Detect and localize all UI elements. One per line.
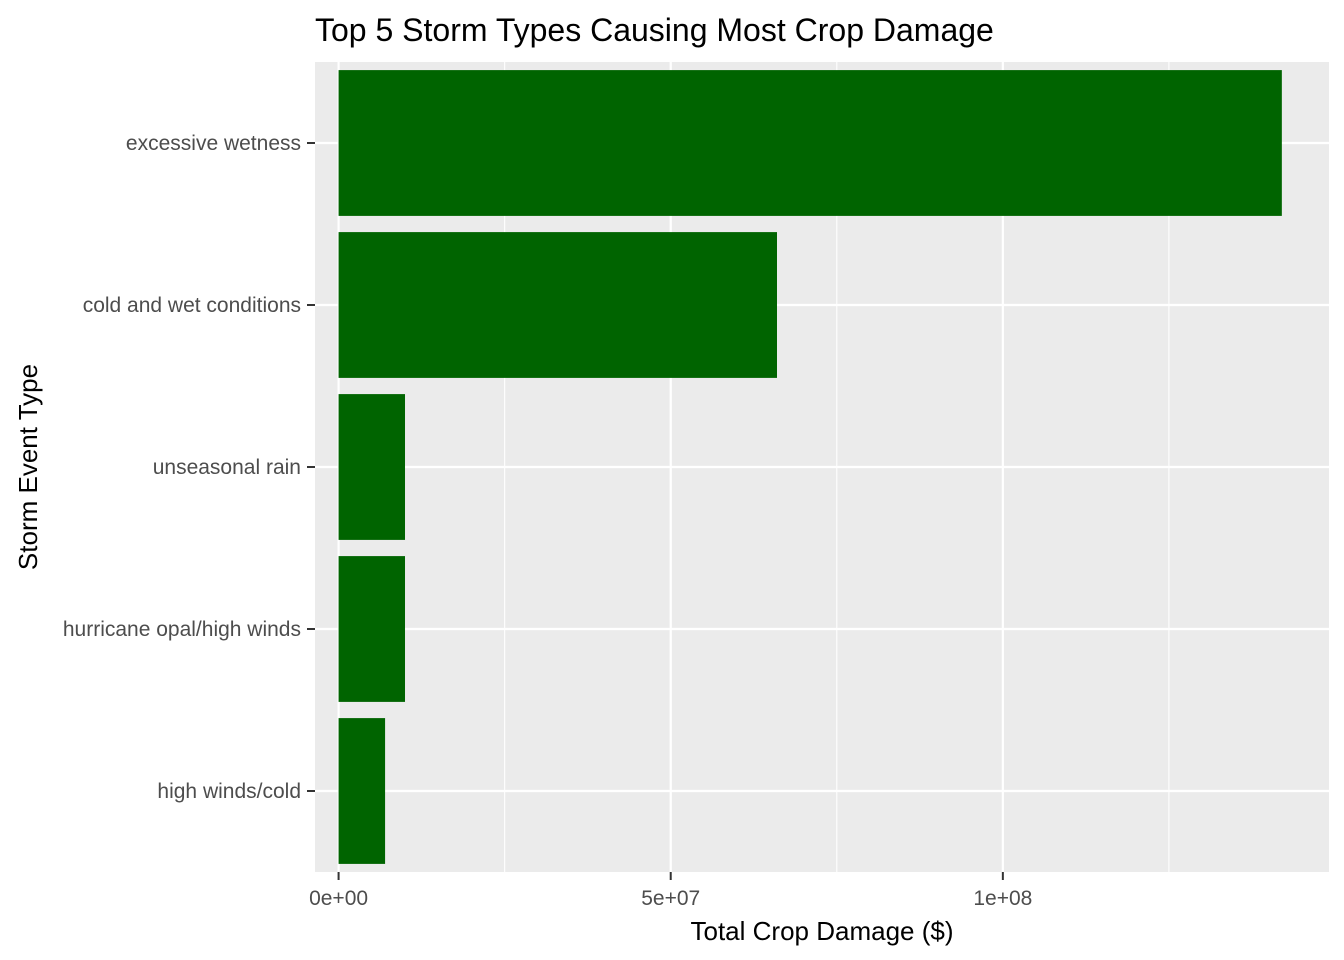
bars	[338, 70, 1282, 864]
y-axis-title: Storm Event Type	[13, 364, 43, 570]
y-axis-ticks: excessive wetness cold and wet conditions…	[63, 132, 315, 803]
y-tick-label: excessive wetness	[126, 132, 301, 155]
chart-title: Top 5 Storm Types Causing Most Crop Dama…	[315, 12, 994, 48]
bar	[338, 556, 406, 702]
x-tick-label: 0e+00	[309, 887, 368, 910]
bar	[338, 718, 386, 864]
bar	[338, 70, 1282, 216]
x-axis-ticks: 0e+00 5e+07 1e+08	[309, 872, 1032, 910]
y-tick-label: hurricane opal/high winds	[63, 618, 301, 641]
y-tick-label: cold and wet conditions	[83, 294, 301, 317]
bar	[338, 394, 406, 540]
x-tick-label: 5e+07	[641, 887, 700, 910]
y-tick-label: high winds/cold	[157, 780, 301, 803]
bar	[338, 232, 777, 378]
y-tick-label: unseasonal rain	[153, 456, 301, 479]
x-axis-title: Total Crop Damage ($)	[691, 916, 954, 946]
x-tick-label: 1e+08	[973, 887, 1032, 910]
